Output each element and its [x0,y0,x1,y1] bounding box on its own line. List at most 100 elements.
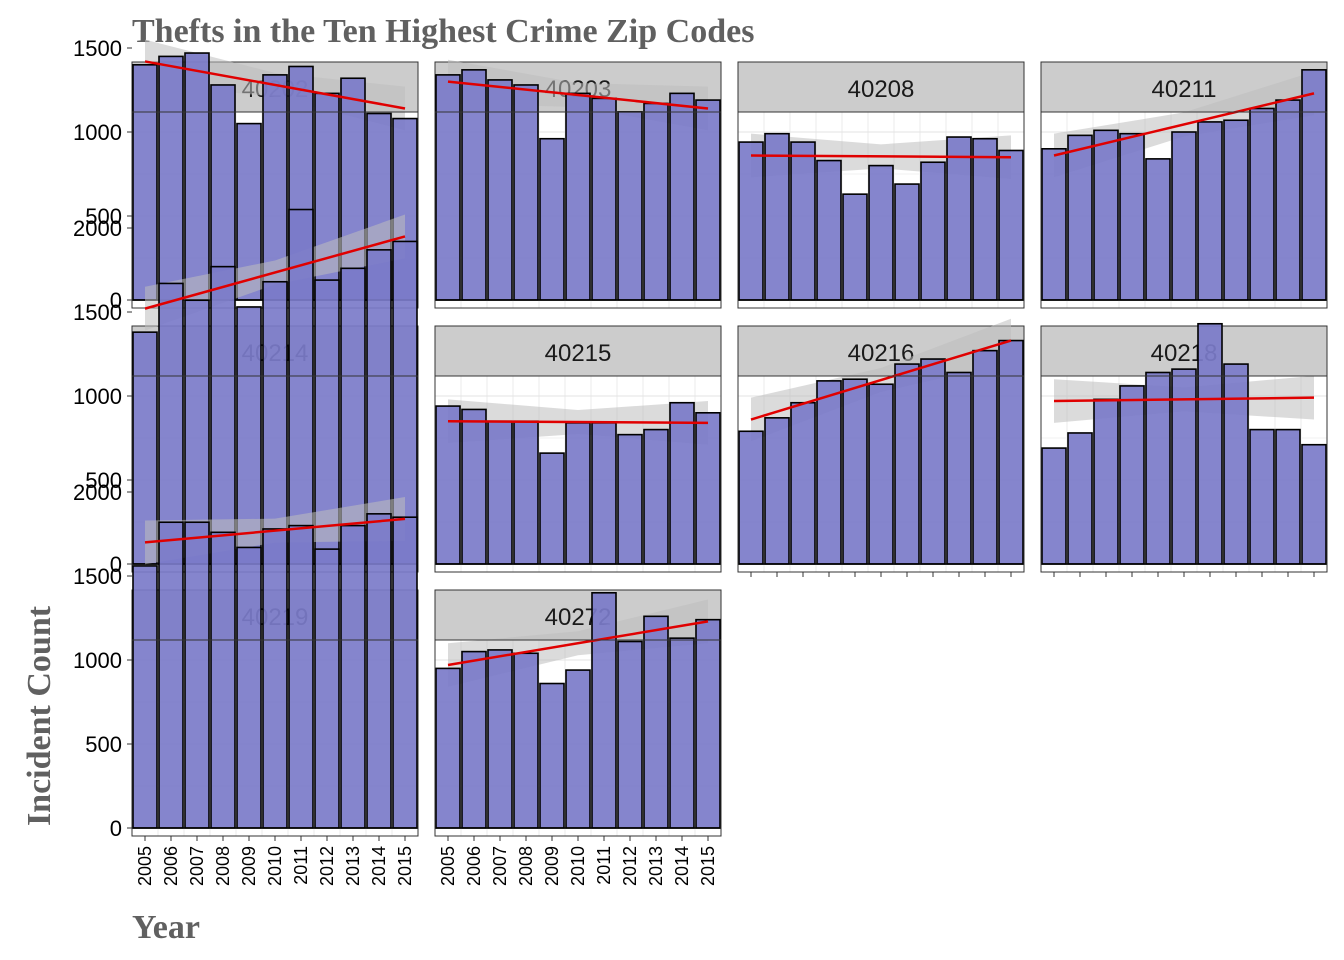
bar-2014 [972,137,998,301]
bar-2012 [617,433,643,565]
y-tick-label: 0 [110,816,122,841]
bar-2008 [513,420,539,565]
x-tick-label: 2011 [291,846,311,885]
facet-panel-40211: 40211 [1040,61,1328,309]
bar-2012 [1223,119,1249,301]
bar-2013 [340,524,366,829]
y-tick-label: 500 [85,204,122,229]
bar-2011 [591,422,617,565]
bar-2005 [132,64,158,301]
bar-2011 [894,183,920,301]
bar-2007 [184,521,210,829]
facet-panel-40216: 40216 [737,318,1025,577]
bar-2012 [920,161,946,301]
facet-strip [1040,325,1328,377]
bar-2011 [1197,322,1223,565]
y-tick-label: 1500 [73,36,122,61]
facet-panel-40203: 40203 [434,59,722,309]
y-tick-label: 0 [110,552,122,577]
facet-panel-40219: 4021905001000150020002005200620072008200… [73,480,419,886]
y-tick-label: 1500 [73,564,122,589]
facet-strip-label: 40208 [848,76,915,103]
bar-2010 [868,383,894,565]
bar-2011 [1197,121,1223,301]
bar-2005 [738,141,764,301]
y-tick-label: 1500 [73,300,122,325]
bar-2006 [158,521,184,829]
panel-border [434,111,722,309]
bar-2014 [669,401,695,565]
bar-2010 [1171,131,1197,301]
bar-2009 [236,546,262,829]
trend-line [1053,396,1315,403]
bar-2015 [1301,443,1327,565]
panel-border [737,111,1025,309]
facet-strip [737,61,1025,113]
bar-2005 [1041,148,1067,301]
x-tick-label: 2014 [369,846,389,886]
y-tick-label: 2000 [73,216,122,241]
facet-panels: 4020205001000150020004020340208402114021… [73,36,1328,886]
bar-2005 [1041,447,1067,565]
bar-2014 [1275,428,1301,565]
bar-2015 [998,149,1024,301]
bar-2005 [435,405,461,565]
bar-2006 [158,282,184,565]
bar-2010 [262,528,288,829]
x-tick-label: 2006 [161,846,181,886]
bar-2007 [487,79,513,301]
x-tick-label: 2010 [265,846,285,886]
bar-2009 [842,378,868,565]
bar-2010 [262,280,288,565]
panel-border [434,375,722,573]
bar-2011 [894,363,920,565]
facet-panel-40208: 40208 [737,61,1025,309]
x-axis-title: Year [132,909,200,946]
bar-2010 [868,164,894,301]
bar-2010 [1171,368,1197,565]
bar-2014 [366,513,392,829]
trend-line [447,80,709,110]
bar-2014 [669,92,695,301]
bar-2009 [1145,158,1171,301]
bar-2013 [1249,107,1275,301]
bar-2015 [1301,69,1327,301]
facet-panel-40218: 40218 [1040,322,1328,577]
trend-line [144,60,406,110]
trend-line [750,339,1012,421]
trend-line [1053,92,1315,157]
bar-2006 [764,132,790,301]
bar-2008 [816,380,842,565]
bar-2009 [1145,371,1171,565]
trend-line [750,154,1012,159]
facet-strip-label: 40211 [1152,76,1217,103]
y-tick-label: 500 [85,468,122,493]
x-tick-label: 2013 [343,846,363,886]
bar-2006 [461,408,487,565]
x-tick-label: 2012 [317,846,337,886]
bar-2013 [946,136,972,301]
y-axis-title: Incident Count [21,605,58,826]
bar-2010 [565,669,591,829]
bar-2008 [210,531,236,829]
x-tick-label: 2008 [213,846,233,886]
x-tick-label: 2009 [542,846,562,886]
bar-2013 [946,371,972,565]
bar-2006 [1067,134,1093,301]
bar-2011 [288,524,314,829]
bar-2007 [790,141,816,301]
y-tick-label: 500 [85,732,122,757]
bar-2012 [1223,363,1249,565]
bar-2014 [972,349,998,565]
x-tick-label: 2013 [646,846,666,886]
y-tick-label: 2000 [73,480,122,505]
chart-title: Thefts in the Ten Highest Crime Zip Code… [132,13,754,50]
bar-2012 [617,640,643,829]
bar-2006 [158,55,184,301]
y-tick-label: 1000 [73,384,122,409]
bar-2007 [1093,129,1119,301]
bar-2006 [461,650,487,829]
bar-2008 [513,652,539,829]
x-tick-label: 2015 [395,846,415,886]
